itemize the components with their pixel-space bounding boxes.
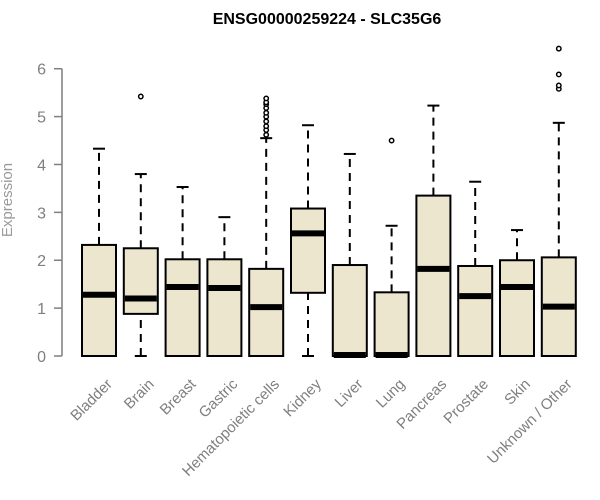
outlier-point — [263, 118, 270, 125]
box-body — [415, 194, 452, 357]
box-body — [122, 247, 159, 315]
y-tick-label: 6 — [37, 62, 46, 79]
x-tick-label: Breast — [157, 375, 200, 418]
y-axis-label: Expression — [0, 163, 16, 237]
chart-title: ENSG00000259224 - SLC35G6 — [213, 11, 442, 28]
outlier-point — [263, 131, 270, 138]
x-tick-label: Skin — [501, 376, 534, 409]
outlier-point — [555, 82, 562, 89]
outlier-point — [555, 45, 562, 52]
y-tick-label: 2 — [37, 253, 46, 270]
box-body — [290, 207, 326, 294]
y-tick-label: 3 — [37, 205, 46, 222]
outlier-point — [263, 109, 270, 116]
outlier-point — [555, 71, 562, 78]
box-body — [248, 267, 285, 357]
axes-layer: 0 1 2 3 4 5 6 — [37, 62, 63, 366]
box-body — [457, 264, 494, 358]
box-body — [206, 258, 243, 357]
box-body — [373, 291, 410, 357]
x-tick-label: Kidney — [280, 375, 325, 420]
x-tick-label: Liver — [332, 376, 367, 411]
y-tick-label: 4 — [37, 157, 46, 174]
x-tick-label: Brain — [121, 376, 158, 413]
y-tick-label: 0 — [37, 349, 46, 366]
y-tick-label: 5 — [37, 110, 46, 127]
x-tick-label: Lung — [373, 376, 409, 412]
outlier-point — [388, 137, 395, 144]
outlier-point — [137, 93, 144, 100]
x-tick-label: Prostate — [440, 376, 492, 428]
box-body — [499, 259, 535, 358]
box-body — [81, 243, 117, 358]
x-tick-label: Bladder — [67, 376, 116, 425]
outlier-point — [263, 95, 270, 102]
boxes-layer — [81, 45, 577, 359]
box-body — [331, 264, 368, 357]
box-body — [164, 258, 201, 357]
y-tick-label: 1 — [37, 301, 46, 318]
outlier-point — [263, 123, 270, 130]
